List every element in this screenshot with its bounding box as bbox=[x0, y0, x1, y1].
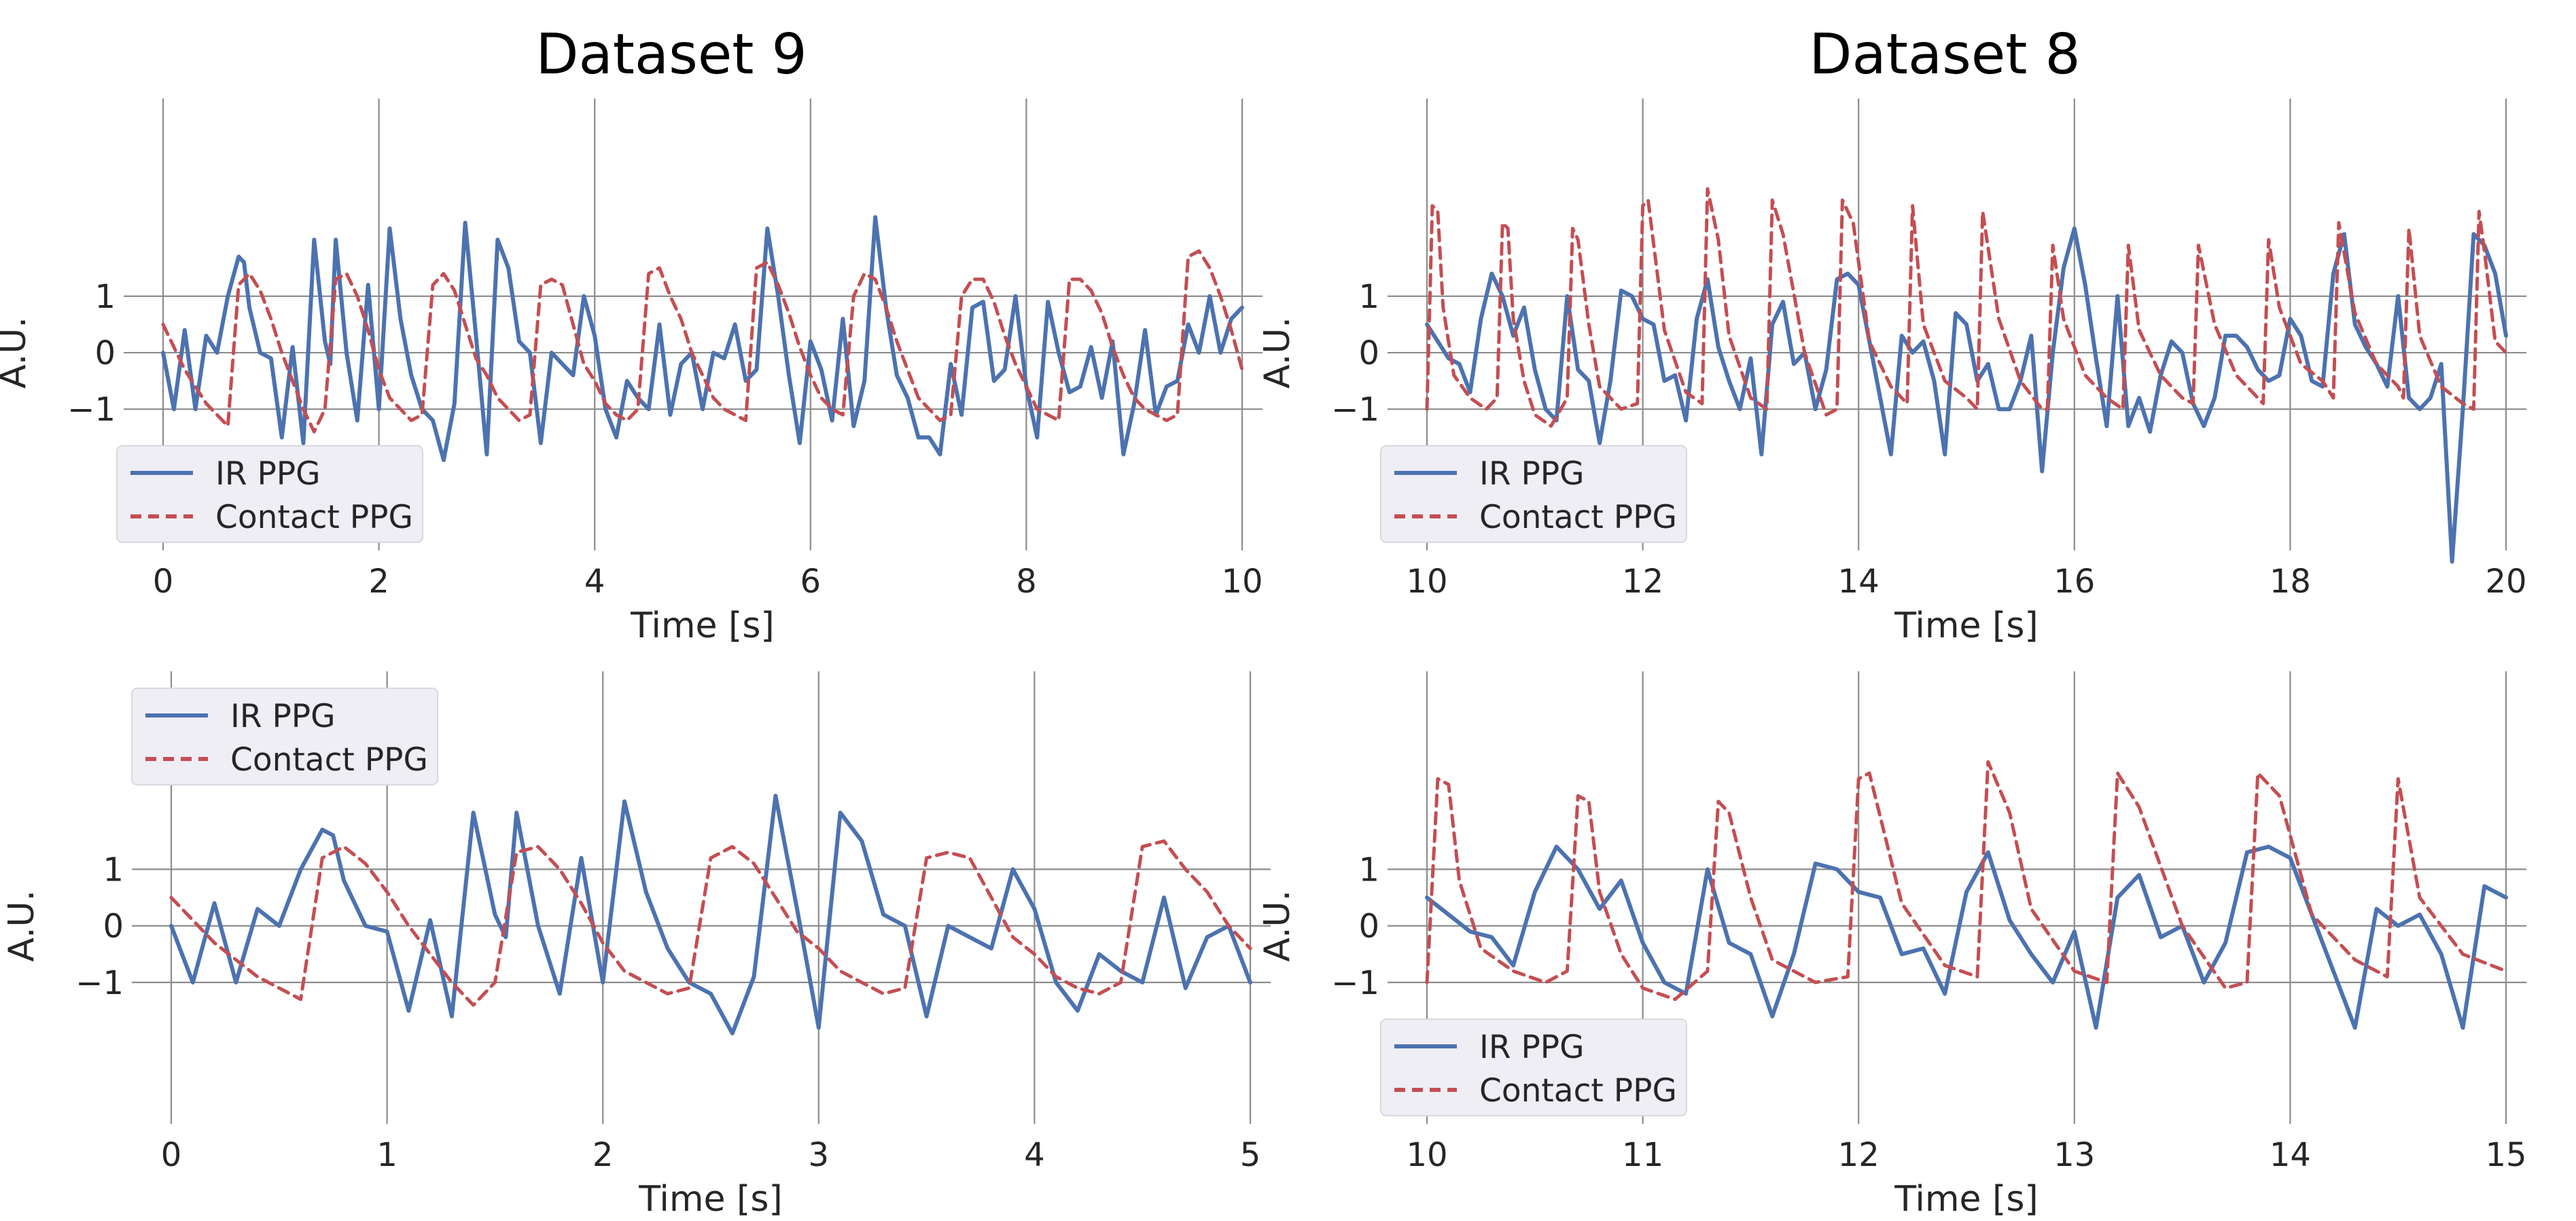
x-tick-label: 14 bbox=[2270, 1136, 2311, 1174]
panel-1: 0 2 4 6 8 10 −1 0 1 Time [s] A.U. IR PPG Contact PPG bbox=[0, 99, 1263, 646]
y-tick-label: 1 bbox=[94, 278, 116, 316]
x-tick-label: 20 bbox=[2485, 563, 2526, 601]
x-tick-label: 8 bbox=[1016, 563, 1037, 601]
x-axis-label: Time [s] bbox=[1894, 605, 2038, 646]
x-tick-label: 13 bbox=[2053, 1136, 2095, 1174]
x-axis-label: Time [s] bbox=[1894, 1179, 2038, 1220]
x-tick-label: 10 bbox=[1406, 563, 1447, 601]
x-tick-label: 5 bbox=[1240, 1136, 1261, 1174]
x-tick-label: 0 bbox=[153, 563, 174, 601]
legend-box bbox=[1380, 445, 1687, 543]
y-tick-label: 0 bbox=[103, 908, 124, 946]
legend: IR PPG Contact PPG bbox=[131, 688, 438, 785]
y-tick-label: −1 bbox=[1331, 964, 1379, 1002]
y-tick-label: 0 bbox=[94, 334, 116, 372]
legend-box bbox=[116, 445, 423, 543]
y-axis-label: A.U. bbox=[1257, 890, 1298, 962]
y-tick-label: 0 bbox=[1358, 334, 1379, 372]
ir-ppg-line bbox=[161, 215, 1244, 462]
legend-label: IR PPG bbox=[215, 455, 321, 493]
x-tick-label: 2 bbox=[593, 1136, 614, 1174]
x-tick-label: 4 bbox=[1024, 1136, 1045, 1174]
legend: IR PPG Contact PPG bbox=[116, 445, 423, 543]
y-tick-label: −1 bbox=[1331, 391, 1379, 429]
legend-label: IR PPG bbox=[1479, 1029, 1585, 1066]
ir-ppg-line bbox=[1425, 845, 2508, 1030]
contact-ppg-line bbox=[169, 839, 1252, 1007]
panel-2: 10 12 14 16 18 20 −1 0 1 Time [s] A.U. IR PPG Contac… bbox=[1257, 99, 2527, 646]
x-axis-label: Time [s] bbox=[630, 605, 774, 646]
x-tick-label: 3 bbox=[809, 1136, 830, 1174]
x-tick-label: 14 bbox=[1838, 563, 1880, 601]
x-tick-label: 16 bbox=[2053, 563, 2095, 601]
x-tick-label: 1 bbox=[376, 1136, 398, 1174]
legend-label: Contact PPG bbox=[230, 741, 428, 779]
ir-ppg-line bbox=[169, 794, 1252, 1036]
y-tick-label: −1 bbox=[75, 964, 124, 1002]
x-tick-label: 10 bbox=[1221, 563, 1263, 601]
contact-ppg-line bbox=[1425, 760, 2508, 1002]
x-tick-label: 10 bbox=[1406, 1136, 1447, 1174]
legend-label: Contact PPG bbox=[1479, 499, 1677, 536]
legend: IR PPG Contact PPG bbox=[1380, 445, 1687, 543]
legend-box bbox=[1380, 1019, 1687, 1116]
x-tick-label: 4 bbox=[584, 563, 605, 601]
x-tick-label: 12 bbox=[1838, 1136, 1880, 1174]
x-axis-label: Time [s] bbox=[638, 1179, 782, 1220]
y-tick-label: 1 bbox=[103, 851, 124, 889]
x-tick-label: 12 bbox=[1622, 563, 1663, 601]
x-tick-label: 6 bbox=[800, 563, 822, 601]
legend-label: Contact PPG bbox=[1479, 1072, 1677, 1110]
y-axis-label: A.U. bbox=[0, 317, 34, 389]
contact-ppg-line bbox=[161, 249, 1244, 433]
y-axis-label: A.U. bbox=[1, 890, 42, 962]
panel-4: 10 11 12 13 14 15 −1 0 1 Time [s] A.U. IR PPG Contac… bbox=[1257, 671, 2527, 1220]
x-tick-label: 0 bbox=[161, 1136, 182, 1174]
ir-ppg-line bbox=[1425, 226, 2508, 564]
legend-label: IR PPG bbox=[1479, 455, 1585, 493]
y-tick-label: 0 bbox=[1358, 908, 1379, 946]
contact-ppg-line bbox=[1425, 187, 2508, 428]
legend-box bbox=[131, 688, 438, 785]
x-tick-label: 11 bbox=[1622, 1136, 1663, 1174]
legend: IR PPG Contact PPG bbox=[1380, 1019, 1687, 1116]
panel-3: 0 1 2 3 4 5 −1 0 1 Time [s] A.U. IR PPG Contact PPG bbox=[1, 671, 1271, 1220]
y-tick-label: 1 bbox=[1358, 278, 1379, 316]
y-tick-label: −1 bbox=[67, 391, 116, 429]
x-tick-label: 2 bbox=[368, 563, 389, 601]
legend-label: IR PPG bbox=[230, 698, 336, 735]
legend-label: Contact PPG bbox=[215, 499, 413, 536]
x-tick-label: 18 bbox=[2270, 563, 2311, 601]
x-tick-label: 15 bbox=[2485, 1136, 2526, 1174]
column-title-left: Dataset 9 bbox=[535, 22, 807, 87]
y-tick-label: 1 bbox=[1358, 851, 1379, 889]
column-title-right: Dataset 8 bbox=[1809, 22, 2080, 87]
y-axis-label: A.U. bbox=[1257, 317, 1298, 389]
